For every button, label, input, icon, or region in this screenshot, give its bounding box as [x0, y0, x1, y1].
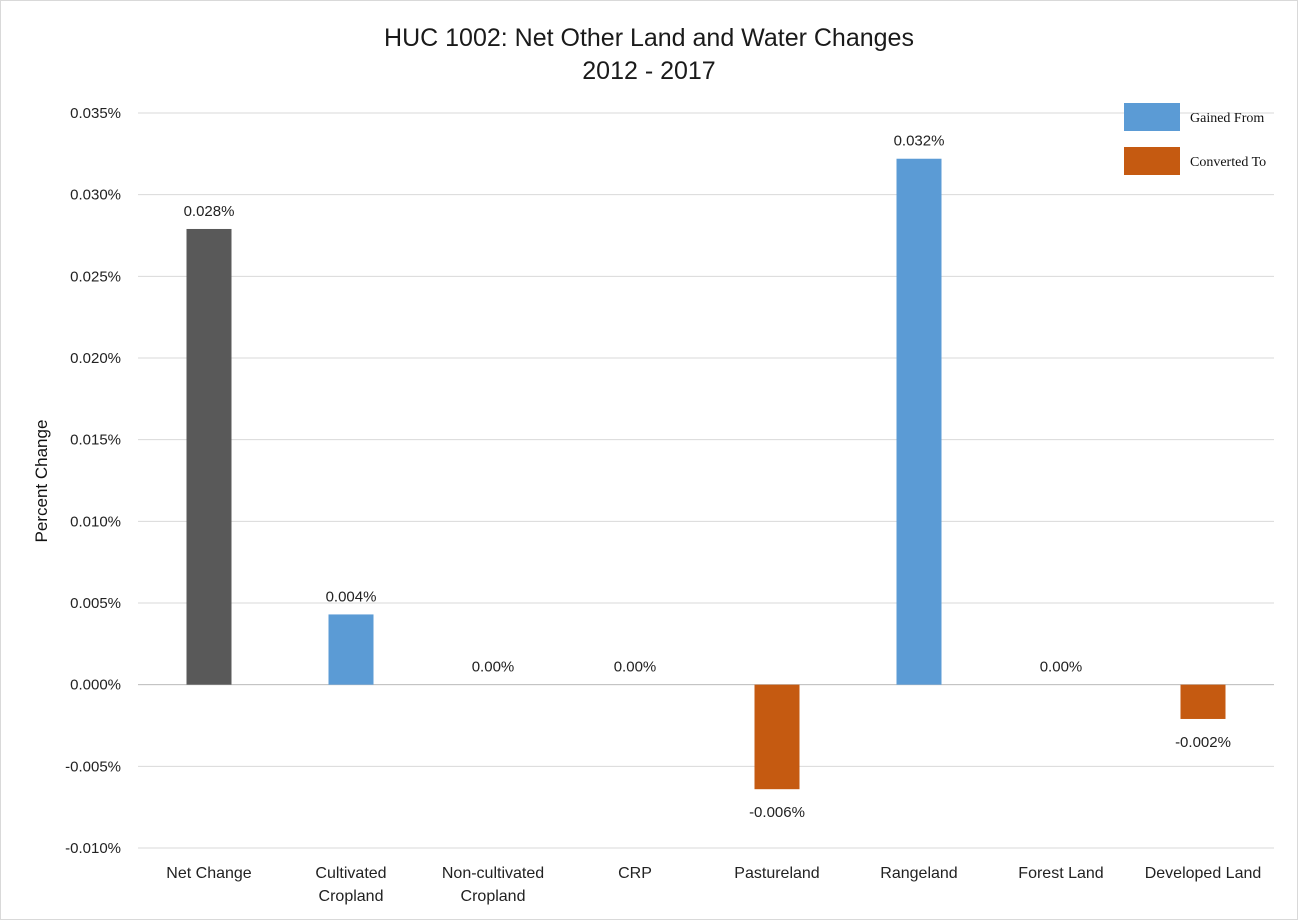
bar: [1180, 684, 1226, 719]
y-axis-label: Percent Change: [32, 420, 51, 543]
x-category-label: Forest Land: [1018, 865, 1103, 882]
data-label: -0.002%: [1175, 734, 1231, 751]
data-label: -0.006%: [749, 804, 805, 821]
x-category-label: CRP: [618, 865, 652, 882]
bar: [754, 684, 800, 790]
x-category-label: Net Change: [166, 865, 251, 882]
data-label: 0.032%: [894, 133, 945, 150]
y-tick-label: 0.000%: [70, 677, 121, 694]
x-category-label: Non-cultivated: [442, 865, 544, 882]
y-tick-label: -0.010%: [65, 840, 121, 857]
legend-label: Converted To: [1190, 155, 1266, 170]
bar: [186, 228, 232, 685]
y-tick-label: 0.005%: [70, 595, 121, 612]
legend-swatch: [1124, 103, 1180, 131]
data-label: 0.00%: [1040, 659, 1083, 676]
x-category-label: Pastureland: [734, 865, 819, 882]
x-category-label: Developed Land: [1145, 865, 1262, 882]
chart-title-line2: 2012 - 2017: [582, 57, 716, 85]
bar: [328, 614, 374, 685]
x-category-label: Cropland: [461, 888, 526, 905]
y-tick-label: 0.030%: [70, 187, 121, 204]
data-label: 0.004%: [326, 588, 377, 605]
bar: [896, 158, 942, 685]
chart-title: HUC 1002: Net Other Land and Water Chang…: [0, 22, 1298, 88]
data-label: 0.00%: [472, 659, 515, 676]
data-label: 0.028%: [184, 203, 235, 220]
x-category-label: Cultivated: [315, 865, 386, 882]
legend-label: Gained From: [1190, 111, 1264, 126]
x-category-label: Cropland: [319, 888, 384, 905]
y-tick-label: 0.010%: [70, 513, 121, 530]
y-tick-label: 0.015%: [70, 432, 121, 449]
chart-title-line1: HUC 1002: Net Other Land and Water Chang…: [384, 24, 914, 52]
x-category-label: Rangeland: [880, 865, 957, 882]
y-tick-label: 0.020%: [70, 350, 121, 367]
y-tick-label: 0.025%: [70, 268, 121, 285]
legend-swatch: [1124, 147, 1180, 175]
data-label: 0.00%: [614, 659, 657, 676]
y-tick-label: 0.035%: [70, 105, 121, 122]
y-tick-label: -0.005%: [65, 758, 121, 775]
